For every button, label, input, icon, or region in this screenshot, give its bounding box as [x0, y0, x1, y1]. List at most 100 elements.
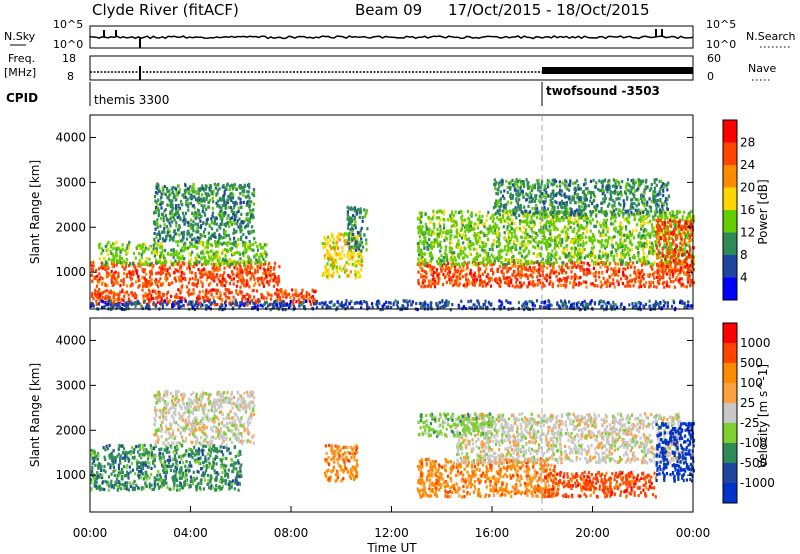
echo-cell: [578, 216, 581, 220]
echo-cell: [217, 240, 220, 244]
echo-cell: [536, 260, 539, 264]
echo-cell: [300, 295, 303, 299]
echo-cell: [545, 191, 548, 195]
echo-cell: [643, 241, 646, 246]
echo-cell: [232, 218, 235, 223]
echo-cell: [201, 193, 204, 197]
echo-cell: [294, 293, 297, 298]
echo-cell: [495, 211, 498, 215]
echo-cell: [658, 266, 661, 270]
echo-cell: [205, 262, 208, 266]
echo-cell: [592, 253, 595, 257]
echo-cell: [237, 196, 240, 200]
echo-cell: [584, 194, 587, 198]
echo-cell: [532, 270, 535, 274]
echo-cell: [426, 284, 430, 288]
echo-cell: [233, 228, 236, 232]
echo-cell: [161, 230, 164, 234]
nsky-tick-bottom: 10^0: [53, 38, 83, 51]
echo-cell: [548, 260, 551, 264]
echo-cell: [496, 281, 499, 285]
echo-cell: [500, 220, 503, 224]
echo-cell: [198, 216, 201, 220]
echo-cell: [213, 268, 216, 272]
echo-cell: [182, 233, 185, 237]
echo-cell: [622, 233, 626, 237]
echo-cell: [674, 278, 677, 282]
echo-region: [416, 209, 696, 267]
echo-cell: [104, 262, 107, 266]
echo-cell: [575, 265, 578, 269]
echo-cell: [213, 219, 216, 223]
echo-cell: [523, 240, 526, 244]
echo-cell: [516, 278, 519, 282]
echo-cell: [265, 254, 268, 259]
echo-cell: [547, 251, 550, 256]
echo-cell: [420, 227, 423, 231]
echo-cell: [111, 276, 114, 280]
echo-cell: [562, 227, 565, 231]
echo-cell: [132, 269, 135, 273]
echo-cell: [215, 291, 218, 295]
echo-cell: [324, 245, 327, 249]
echo-cell: [436, 273, 439, 278]
echo-cell: [486, 227, 489, 231]
echo-cell: [605, 280, 608, 284]
echo-cell: [506, 244, 509, 248]
echo-cell: [641, 247, 645, 251]
echo-cell: [617, 273, 620, 277]
echo-cell: [424, 236, 427, 240]
echo-cell: [238, 251, 241, 255]
echo-cell: [423, 240, 426, 244]
echo-cell: [119, 301, 122, 305]
echo-cell: [522, 231, 525, 235]
echo-cell: [431, 267, 434, 271]
echo-cell: [160, 206, 163, 210]
echo-cell: [181, 246, 184, 250]
echo-cell: [681, 233, 684, 237]
echo-cell: [522, 249, 525, 253]
echo-cell: [205, 250, 208, 254]
echo-cell: [559, 268, 562, 272]
echo-cell: [600, 209, 603, 213]
echo-cell: [635, 260, 639, 264]
echo-cell: [360, 264, 363, 268]
echo-cell: [514, 285, 517, 289]
echo-cell: [166, 203, 169, 207]
echo-cell: [350, 207, 353, 211]
echo-cell: [633, 269, 636, 273]
echo-cell: [199, 219, 202, 223]
echo-cell: [186, 290, 189, 294]
echo-cell: [114, 254, 117, 258]
echo-cell: [486, 272, 489, 276]
echo-cell: [233, 266, 236, 270]
echo-cell: [218, 241, 221, 246]
echo-cell: [272, 284, 276, 288]
echo-cell: [155, 261, 158, 265]
echo-cell: [116, 292, 119, 296]
echo-cell: [582, 227, 585, 231]
echo-cell: [335, 260, 338, 264]
echo-cell: [243, 280, 246, 284]
echo-cell: [624, 284, 627, 288]
echo-cell: [265, 252, 268, 256]
echo-cell: [458, 234, 462, 238]
echo-cell: [356, 242, 359, 246]
echo-cell: [242, 188, 245, 192]
echo-cell: [506, 227, 509, 231]
echo-cell: [232, 273, 235, 277]
echo-cell: [170, 294, 173, 298]
echo-cell: [231, 196, 234, 200]
echo-cell: [565, 230, 568, 234]
echo-cell: [503, 196, 506, 201]
echo-cell: [433, 279, 437, 283]
echo-cell: [566, 254, 569, 258]
echo-cell: [157, 189, 160, 193]
echo-cell: [579, 210, 582, 214]
echo-cell: [123, 271, 126, 276]
echo-cell: [633, 189, 637, 193]
echo-cell: [249, 216, 252, 221]
echo-cell: [347, 223, 350, 227]
echo-cell: [455, 235, 458, 239]
echo-cell: [651, 267, 654, 271]
